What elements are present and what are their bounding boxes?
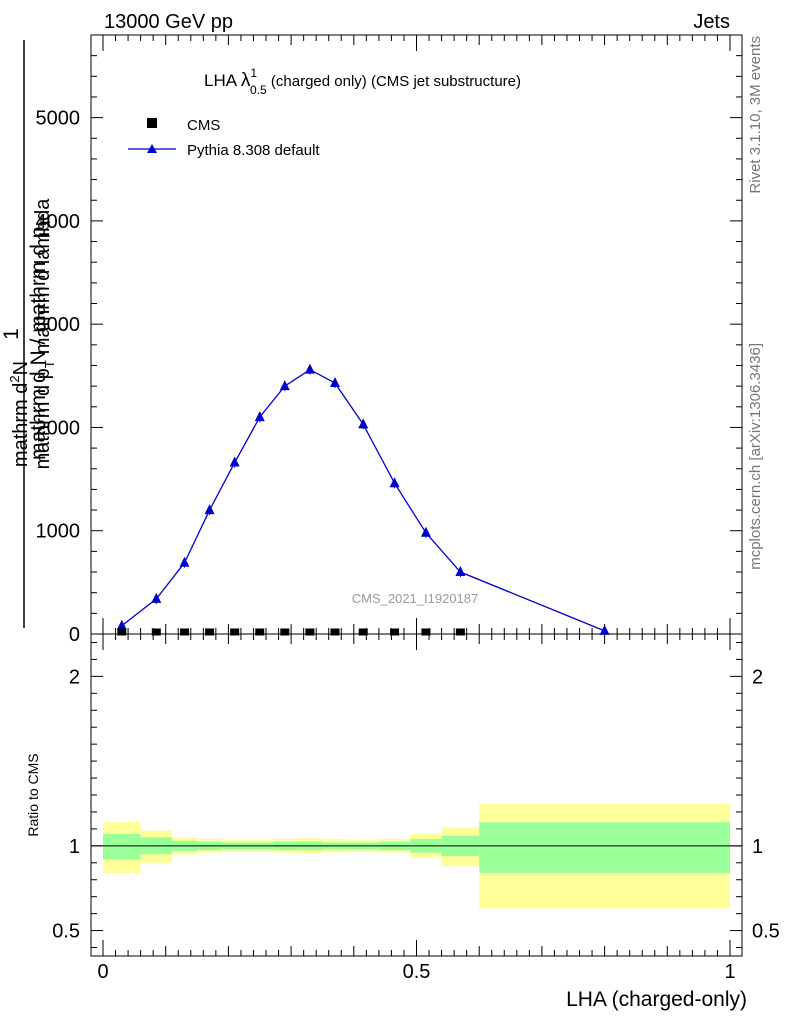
cms-data-point — [390, 628, 400, 636]
y-tick-label: 2000 — [36, 417, 81, 439]
legend-pythia-marker — [147, 144, 157, 153]
y-label-line2: mathrm d pTmathrm d lambda — [32, 198, 57, 470]
y-tick-label: 5000 — [36, 108, 81, 130]
pythia-point — [304, 363, 315, 374]
x-tick-label: 0.5 — [403, 961, 431, 983]
ratio-y-tick-label-right: 1 — [752, 836, 763, 858]
series-layer — [116, 363, 610, 636]
pythia-point — [254, 411, 265, 422]
plot-title: LHA λ1 0.5 (charged only) (CMS jet substr… — [204, 66, 521, 97]
pythia-point — [455, 566, 466, 577]
y-label-numerator: 1 — [0, 328, 23, 340]
cms-data-point — [117, 628, 127, 636]
pythia-point — [151, 592, 162, 603]
cms-data-point — [180, 628, 190, 636]
legend-pythia-label: Pythia 8.308 default — [187, 142, 320, 159]
ratio-y-tick-label: 2 — [69, 666, 80, 688]
pythia-point — [599, 624, 610, 635]
header-energy-label: 13000 GeV pp — [104, 11, 233, 33]
x-tick-label: 0 — [97, 961, 108, 983]
y-tick-label: 4000 — [36, 211, 81, 233]
header-process-label: Jets — [693, 11, 730, 33]
pythia-point — [179, 556, 190, 567]
y-tick-label: 1000 — [36, 521, 81, 543]
y-label-line1: mathrm d2N — [7, 361, 32, 467]
y-axis-label: 1 mathrm d N / mathrm d pT — [0, 40, 53, 628]
axis-ticks — [91, 34, 742, 956]
cms-data-point — [230, 628, 240, 636]
pythia-point — [204, 504, 215, 515]
ratio-y-tick-label-right: 2 — [752, 666, 763, 688]
legend-cms-marker — [147, 118, 157, 128]
cms-data-point — [330, 628, 340, 636]
pythia-point — [389, 477, 400, 488]
x-tick-label: 1 — [724, 961, 735, 983]
ratio-axis-label: Ratio to CMS — [25, 753, 41, 836]
cms-data-point — [280, 628, 290, 636]
cms-data-point — [305, 628, 315, 636]
cms-data-point — [205, 628, 215, 636]
ratio-y-tick-label: 1 — [69, 836, 80, 858]
y-axis-label-fraction: mathrm d2N mathrm d pTmathrm d lambda — [7, 198, 57, 470]
pythia-point — [420, 526, 431, 537]
pythia-point — [329, 377, 340, 388]
cms-data-point — [255, 628, 265, 636]
legend-cms-label: CMS — [187, 117, 220, 134]
axis-tick-labels: 0 1000 2000 3000 4000 5000 0.5 0.5 1 1 2 2 0 0.5 1 — [36, 108, 780, 983]
analysis-watermark: CMS_2021_I1920187 — [352, 591, 479, 606]
cms-data-point — [455, 628, 465, 636]
ratio-y-tick-label-right: 0.5 — [752, 921, 780, 943]
ratio-y-tick-label: 0.5 — [52, 921, 80, 943]
y-label-denominator: mathrm d N / mathrm d pT — [27, 218, 53, 460]
ratio-band-inner — [103, 833, 141, 860]
pythia-point — [116, 619, 127, 630]
mcplots-label: mcplots.cern.ch [arXiv:1306.3436] — [747, 343, 764, 570]
x-axis-label: LHA (charged-only) — [566, 988, 747, 1011]
ratio-bands — [103, 803, 730, 909]
pythia-line — [121, 368, 605, 632]
rivet-version-label: Rivet 3.1.10, 3M events — [747, 36, 764, 194]
y-tick-label: 3000 — [36, 314, 81, 336]
cms-data-point — [421, 628, 431, 636]
pythia-point — [279, 380, 290, 391]
pythia-point — [229, 456, 240, 467]
y-tick-label: 0 — [69, 624, 80, 646]
cms-data-point — [358, 628, 368, 636]
pythia-point — [358, 418, 369, 429]
ratio-band-inner — [479, 822, 730, 873]
cms-data-point — [151, 628, 161, 636]
